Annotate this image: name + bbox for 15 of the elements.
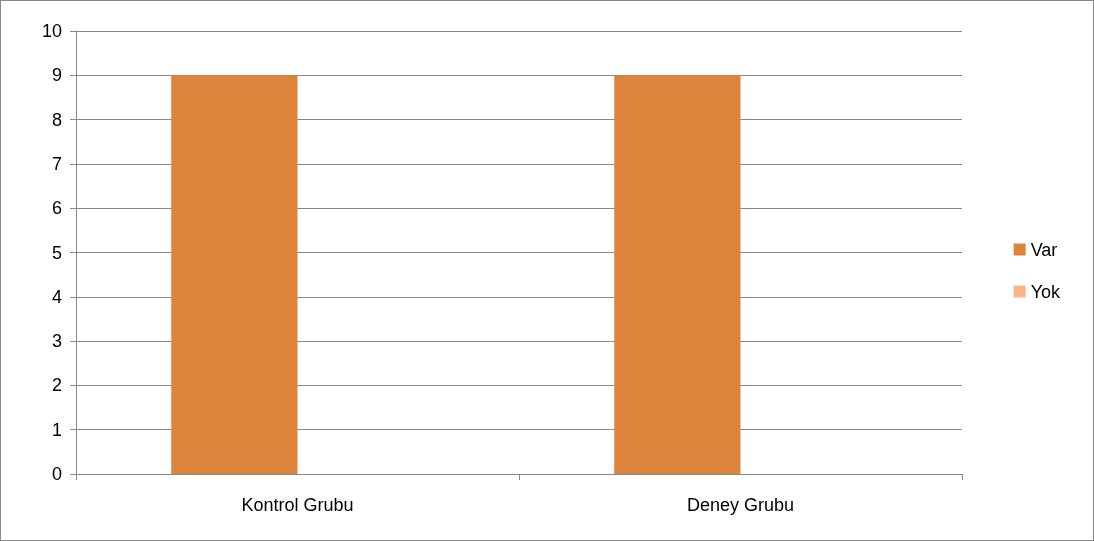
legend-label: Yok	[1030, 281, 1061, 302]
y-tick-label: 0	[51, 464, 62, 484]
y-tick-label: 8	[51, 109, 62, 130]
y-tick-label: 1	[51, 419, 62, 440]
y-tick-label: 3	[51, 331, 62, 352]
y-tick-label: 7	[51, 153, 62, 174]
legend-label: Var	[1030, 239, 1058, 260]
y-tick-label: 6	[51, 198, 62, 219]
x-tick-label: Kontrol Grubu	[241, 495, 354, 515]
y-tick-label: 4	[51, 286, 62, 307]
y-tick-label: 9	[51, 65, 62, 86]
x-tick-label: Deney Grubu	[686, 495, 795, 515]
y-tick-label: 10	[41, 21, 62, 41]
y-tick-label: 5	[51, 242, 62, 263]
y-tick-label: 2	[51, 375, 62, 396]
